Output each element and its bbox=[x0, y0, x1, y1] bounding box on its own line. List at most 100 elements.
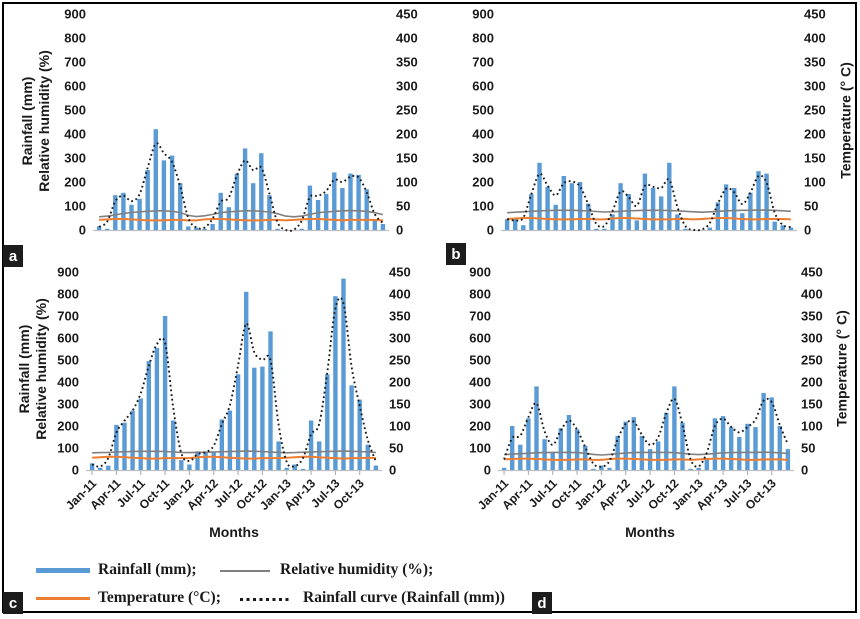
svg-text:450: 450 bbox=[389, 265, 411, 280]
svg-text:600: 600 bbox=[57, 331, 79, 346]
svg-text:300: 300 bbox=[472, 151, 494, 166]
svg-text:150: 150 bbox=[801, 397, 823, 412]
panel-c-badge: c bbox=[3, 592, 23, 614]
svg-text:200: 200 bbox=[804, 127, 826, 142]
legend-label-rainfall: Rainfall (mm); bbox=[98, 561, 197, 578]
panel-d-right-axis-title: Temperature (° C) bbox=[833, 310, 850, 427]
svg-text:0: 0 bbox=[487, 223, 494, 238]
svg-text:100: 100 bbox=[389, 419, 411, 434]
panel-d-chart: 9008007006005004003002001000450400350300… bbox=[469, 265, 823, 514]
svg-text:150: 150 bbox=[389, 397, 411, 412]
svg-text:350: 350 bbox=[389, 309, 411, 324]
svg-text:500: 500 bbox=[469, 353, 491, 368]
panel-c-left-axis-title: Rainfall (mm) Relative humidity (%) bbox=[16, 249, 50, 489]
panel-d-badge: d bbox=[532, 592, 552, 614]
svg-text:250: 250 bbox=[801, 353, 823, 368]
svg-text:200: 200 bbox=[469, 419, 491, 434]
svg-text:50: 50 bbox=[801, 441, 815, 456]
svg-text:200: 200 bbox=[801, 375, 823, 390]
svg-text:800: 800 bbox=[469, 287, 491, 302]
svg-text:800: 800 bbox=[64, 31, 86, 46]
legend-label-rainfall-curve: Rainfall curve (Rainfall (mm)) bbox=[303, 589, 505, 606]
svg-text:150: 150 bbox=[804, 151, 826, 166]
svg-text:300: 300 bbox=[57, 397, 79, 412]
legend-label-temperature: Temperature (°C); bbox=[98, 589, 221, 606]
svg-text:300: 300 bbox=[396, 79, 418, 94]
svg-text:100: 100 bbox=[64, 199, 86, 214]
svg-text:900: 900 bbox=[469, 265, 491, 280]
panel-b-right-axis-title: Temperature (° C) bbox=[837, 62, 854, 179]
svg-text:350: 350 bbox=[804, 55, 826, 70]
svg-text:500: 500 bbox=[57, 353, 79, 368]
svg-text:350: 350 bbox=[396, 55, 418, 70]
svg-text:150: 150 bbox=[396, 151, 418, 166]
svg-text:400: 400 bbox=[64, 127, 86, 142]
svg-text:600: 600 bbox=[64, 79, 86, 94]
svg-text:250: 250 bbox=[396, 103, 418, 118]
left-axis-title-line1: Rainfall (mm) bbox=[19, 76, 35, 166]
svg-text:450: 450 bbox=[804, 7, 826, 22]
svg-text:0: 0 bbox=[801, 463, 808, 478]
svg-text:200: 200 bbox=[389, 375, 411, 390]
svg-text:400: 400 bbox=[469, 375, 491, 390]
svg-text:600: 600 bbox=[469, 331, 491, 346]
svg-text:0: 0 bbox=[72, 463, 79, 478]
left-axis-title-line2: Relative humidity (%) bbox=[36, 50, 52, 192]
svg-text:200: 200 bbox=[472, 175, 494, 190]
svg-text:900: 900 bbox=[57, 265, 79, 280]
svg-text:250: 250 bbox=[389, 353, 411, 368]
svg-text:100: 100 bbox=[396, 175, 418, 190]
panel-b-chart: 9008007006005004003002001000450400350300… bbox=[472, 7, 826, 238]
svg-text:100: 100 bbox=[801, 419, 823, 434]
svg-text:900: 900 bbox=[64, 7, 86, 22]
panel-b-badge: b bbox=[446, 243, 466, 265]
svg-text:200: 200 bbox=[57, 419, 79, 434]
svg-text:200: 200 bbox=[64, 175, 86, 190]
svg-text:300: 300 bbox=[804, 79, 826, 94]
svg-text:100: 100 bbox=[57, 441, 79, 456]
svg-text:50: 50 bbox=[396, 199, 410, 214]
panel-a-chart: 9008007006005004003002001000450400350300… bbox=[64, 7, 418, 238]
svg-text:350: 350 bbox=[801, 309, 823, 324]
svg-text:300: 300 bbox=[469, 397, 491, 412]
svg-text:700: 700 bbox=[469, 309, 491, 324]
left-axis-title-line1: Rainfall (mm) bbox=[16, 324, 32, 414]
rainfall-bar-swatch bbox=[36, 568, 90, 573]
svg-text:450: 450 bbox=[801, 265, 823, 280]
svg-text:400: 400 bbox=[804, 31, 826, 46]
svg-text:100: 100 bbox=[469, 441, 491, 456]
svg-text:0: 0 bbox=[79, 223, 86, 238]
svg-text:100: 100 bbox=[804, 175, 826, 190]
svg-text:50: 50 bbox=[804, 199, 818, 214]
svg-text:50: 50 bbox=[389, 441, 403, 456]
svg-text:300: 300 bbox=[801, 331, 823, 346]
svg-text:300: 300 bbox=[64, 151, 86, 166]
svg-text:100: 100 bbox=[472, 199, 494, 214]
svg-text:800: 800 bbox=[472, 31, 494, 46]
temperature-line-swatch bbox=[36, 597, 90, 600]
svg-text:400: 400 bbox=[472, 127, 494, 142]
svg-text:450: 450 bbox=[396, 7, 418, 22]
svg-text:500: 500 bbox=[472, 103, 494, 118]
svg-text:0: 0 bbox=[389, 463, 396, 478]
humidity-line-swatch bbox=[220, 570, 270, 572]
svg-text:0: 0 bbox=[804, 223, 811, 238]
svg-text:400: 400 bbox=[57, 375, 79, 390]
svg-text:300: 300 bbox=[389, 331, 411, 346]
panel-a-badge: a bbox=[3, 245, 23, 267]
rainfall-curve-swatch bbox=[240, 598, 292, 601]
svg-text:700: 700 bbox=[64, 55, 86, 70]
svg-text:400: 400 bbox=[389, 287, 411, 302]
svg-text:250: 250 bbox=[804, 103, 826, 118]
svg-text:0: 0 bbox=[396, 223, 403, 238]
svg-text:400: 400 bbox=[396, 31, 418, 46]
svg-text:0: 0 bbox=[484, 463, 491, 478]
svg-text:200: 200 bbox=[396, 127, 418, 142]
panel-c-chart: 9008007006005004003002001000450400350300… bbox=[57, 265, 411, 514]
legend-label-humidity: Relative humidity (%); bbox=[280, 561, 434, 578]
panel-d-x-axis-title: Months bbox=[625, 524, 675, 540]
left-axis-title-line2: Relative humidity (%) bbox=[33, 298, 49, 440]
panel-c-x-axis-title: Months bbox=[209, 524, 259, 540]
panel-a-left-axis-title: Rainfall (mm) Relative humidity (%) bbox=[19, 1, 53, 241]
